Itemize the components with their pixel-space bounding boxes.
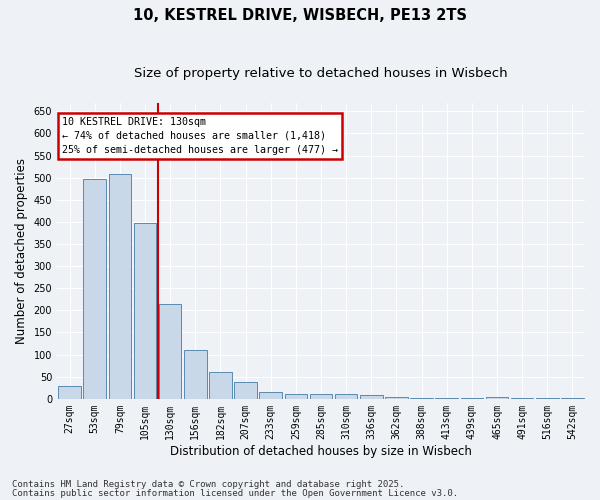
Text: 10, KESTREL DRIVE, WISBECH, PE13 2TS: 10, KESTREL DRIVE, WISBECH, PE13 2TS (133, 8, 467, 22)
Bar (436, 398, 458, 399)
Bar (209, 372, 232, 399)
Bar (561, 398, 584, 399)
Bar (259, 392, 282, 399)
Title: Size of property relative to detached houses in Wisbech: Size of property relative to detached ho… (134, 68, 508, 80)
Bar (83, 178, 106, 399)
Bar (310, 394, 332, 399)
Bar (360, 396, 383, 399)
Bar (284, 394, 307, 399)
Bar (335, 394, 358, 399)
Text: Contains HM Land Registry data © Crown copyright and database right 2025.: Contains HM Land Registry data © Crown c… (12, 480, 404, 489)
Bar (385, 397, 408, 399)
Text: Contains public sector information licensed under the Open Government Licence v3: Contains public sector information licen… (12, 489, 458, 498)
Bar (109, 174, 131, 399)
Y-axis label: Number of detached properties: Number of detached properties (15, 158, 28, 344)
Text: 10 KESTREL DRIVE: 130sqm
← 74% of detached houses are smaller (1,418)
25% of sem: 10 KESTREL DRIVE: 130sqm ← 74% of detach… (62, 116, 338, 154)
Bar (134, 223, 157, 399)
Bar (234, 382, 257, 399)
Bar (184, 350, 206, 399)
X-axis label: Distribution of detached houses by size in Wisbech: Distribution of detached houses by size … (170, 444, 472, 458)
Bar (58, 386, 81, 399)
Bar (410, 398, 433, 399)
Bar (485, 397, 508, 399)
Bar (159, 304, 181, 399)
